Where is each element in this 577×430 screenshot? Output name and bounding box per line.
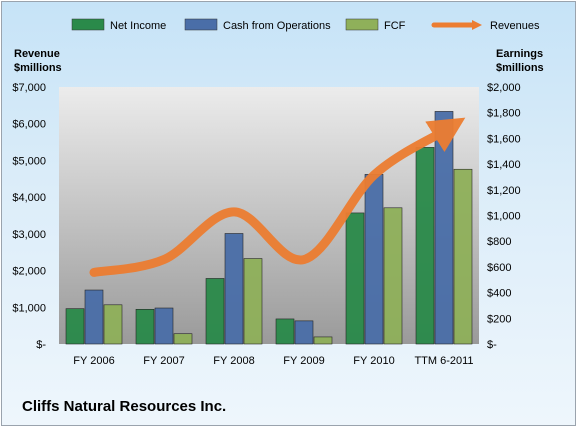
- right-tick-label: $2,000: [487, 82, 521, 94]
- bar-cash-from-operations: [154, 307, 174, 345]
- left-tick-label: $5,000: [12, 155, 46, 167]
- revenue-line-path: [89, 117, 466, 277]
- legend-swatch-2: [345, 18, 379, 31]
- legend-swatch-0: [71, 18, 105, 31]
- bar-fcf: [383, 207, 403, 345]
- left-tick-label: $7,000: [12, 82, 46, 94]
- right-tick-label: $1,000: [487, 211, 521, 223]
- bar-net-income: [205, 278, 225, 345]
- left-tick-label: $4,000: [12, 192, 46, 204]
- left-axis-title-line2: $millions: [14, 62, 62, 74]
- x-tick-label: FY 2006: [73, 355, 114, 367]
- left-tick-label: $2,000: [12, 266, 46, 278]
- bar-net-income: [345, 212, 365, 345]
- bar-net-income: [135, 309, 155, 345]
- bar-cash-from-operations: [364, 174, 384, 345]
- bar-series: [65, 111, 473, 345]
- bar-fcf: [103, 304, 123, 345]
- right-tick-label: $1,600: [487, 133, 521, 145]
- right-axis-title-line2: $millions: [496, 62, 544, 74]
- left-axis-title-line1: Revenue: [14, 48, 60, 60]
- legend-arrow-icon: [472, 20, 482, 30]
- left-tick-label: $3,000: [12, 229, 46, 241]
- right-tick-label: $200: [487, 313, 511, 325]
- legend-label-1: Cash from Operations: [223, 20, 331, 32]
- legend: Net Income Cash from Operations FCF Revenue…: [71, 18, 540, 32]
- x-tick-label: FY 2008: [213, 355, 254, 367]
- right-tick-label: $1,400: [487, 159, 521, 171]
- right-tick-label: $-: [487, 339, 497, 351]
- plot-area: [59, 87, 479, 344]
- bar-cash-from-operations: [294, 320, 314, 345]
- right-tick-label: $800: [487, 236, 511, 248]
- legend-label-0: Net Income: [110, 20, 166, 32]
- bar-fcf: [173, 333, 193, 345]
- revenue-line: [89, 117, 466, 277]
- legend-label-3: Revenues: [490, 20, 540, 32]
- bar-cash-from-operations: [434, 111, 454, 345]
- right-tick-label: $600: [487, 262, 511, 274]
- chart-title: Cliffs Natural Resources Inc.: [22, 398, 226, 415]
- x-tick-label: TTM 6-2011: [414, 355, 473, 367]
- bar-fcf: [313, 336, 333, 345]
- left-tick-label: $-: [36, 339, 46, 351]
- bar-net-income: [65, 308, 85, 345]
- right-tick-label: $1,800: [487, 108, 521, 120]
- right-tick-label: $1,200: [487, 185, 521, 197]
- x-axis: FY 2006 FY 2007 FY 2008 FY 2009 FY 2010 TTM 6…: [73, 355, 473, 367]
- legend-swatch-1: [184, 18, 218, 31]
- bar-net-income: [275, 318, 295, 345]
- left-tick-label: $1,000: [12, 302, 46, 314]
- bar-net-income: [415, 147, 435, 345]
- bar-cash-from-operations: [224, 233, 244, 345]
- x-tick-label: FY 2010: [353, 355, 394, 367]
- right-axis: $- $200 $400 $600 $800 $1,000 $1,200 $1,400 $1,6…: [487, 82, 521, 351]
- legend-label-2: FCF: [384, 20, 406, 32]
- bar-fcf: [453, 168, 473, 345]
- left-tick-label: $6,000: [12, 119, 46, 131]
- x-tick-label: FY 2009: [283, 355, 324, 367]
- bar-cash-from-operations: [84, 289, 104, 345]
- chart-svg: Net Income Cash from Operations FCF Revenue…: [12, 18, 544, 415]
- left-axis: $- $1,000 $2,000 $3,000 $4,000 $5,000 $6,000 $7…: [12, 82, 46, 351]
- right-tick-label: $400: [487, 288, 511, 300]
- right-axis-title-line1: Earnings: [496, 48, 543, 60]
- x-tick-label: FY 2007: [143, 355, 184, 367]
- bar-fcf: [243, 258, 263, 345]
